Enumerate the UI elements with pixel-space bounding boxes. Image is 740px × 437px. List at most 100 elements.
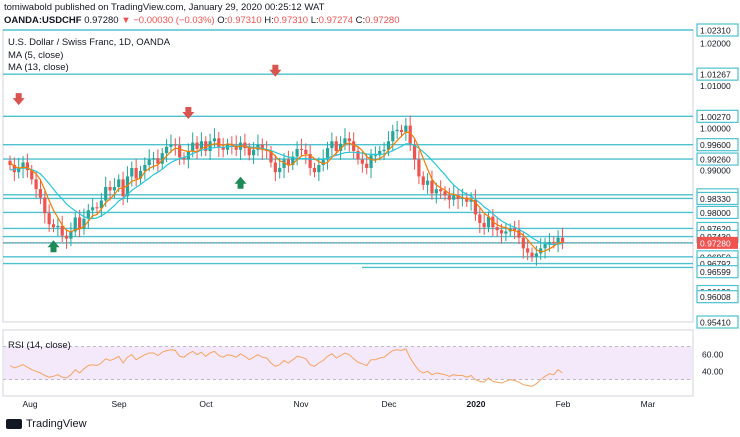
candle — [104, 176, 108, 207]
low-value: 0.97274 — [318, 15, 354, 26]
price-tag-box — [696, 191, 739, 206]
candle-body — [552, 242, 556, 244]
candle-body — [95, 207, 99, 209]
last-price: 0.97280 — [84, 15, 119, 26]
candle-body — [517, 230, 521, 238]
candle — [30, 164, 34, 185]
candle-body — [34, 179, 38, 190]
candle-body — [252, 149, 256, 156]
candle-body — [260, 144, 264, 150]
candle-body — [513, 228, 517, 231]
signal-arrows — [12, 64, 282, 253]
candle-body — [86, 210, 90, 219]
candle-body — [69, 231, 73, 239]
price-tag-box — [696, 23, 739, 37]
candle — [238, 136, 243, 160]
time-tick-label: Sep — [111, 399, 126, 409]
candle-body — [134, 167, 138, 179]
candle-body — [343, 138, 347, 144]
candle-body — [73, 217, 77, 232]
candle-body — [269, 151, 273, 163]
candle — [304, 143, 308, 165]
candle — [217, 131, 221, 157]
time-tick-label: Nov — [293, 399, 309, 409]
candle-body — [308, 153, 312, 168]
candle — [308, 145, 312, 176]
candle-body — [165, 146, 169, 154]
price-tick-label: 0.96599 — [700, 267, 731, 277]
price-tag-box — [696, 290, 739, 304]
candle-body — [217, 138, 221, 147]
candle — [143, 157, 147, 180]
candle-body — [243, 142, 247, 149]
price-tick-label: 1.01000 — [700, 81, 731, 91]
candle-body — [304, 149, 308, 154]
candle-body — [43, 197, 47, 214]
candle — [273, 154, 277, 182]
price-tag-box — [696, 138, 739, 152]
candle-body — [373, 155, 377, 157]
price-tick-label: 1.00270 — [700, 112, 731, 122]
candle-body — [125, 176, 130, 197]
candle — [286, 150, 290, 173]
tradingview-logo[interactable]: TradingView — [6, 418, 87, 430]
candle — [417, 150, 421, 185]
candle — [386, 131, 391, 157]
candle — [73, 212, 77, 237]
candle-body — [321, 159, 325, 165]
candle — [486, 211, 491, 233]
candle — [452, 185, 456, 207]
candle-body — [147, 159, 151, 165]
candle-body — [151, 158, 156, 160]
candle-body — [504, 231, 508, 234]
candle-body — [273, 162, 277, 173]
candle-body — [386, 141, 391, 150]
candle — [356, 145, 360, 165]
candle — [399, 124, 404, 138]
time-tick-label: Oct — [199, 399, 213, 409]
candle-body — [456, 195, 460, 199]
candle-body — [482, 222, 486, 228]
price-tick-label: 1.00000 — [700, 123, 731, 133]
close-label: C: — [355, 15, 366, 26]
candle — [86, 203, 90, 229]
candle-body — [556, 237, 560, 244]
candle-body — [521, 237, 525, 249]
rsi-legend: RSI (14, close) — [8, 340, 71, 351]
time-tick-label: Aug — [22, 399, 37, 409]
candle — [321, 149, 325, 172]
candle-body — [499, 230, 504, 234]
candle — [99, 192, 103, 218]
candle — [69, 222, 73, 247]
candle-body — [412, 144, 417, 160]
tradingview-icon — [6, 419, 22, 429]
candle-body — [295, 148, 299, 157]
candle — [91, 198, 95, 218]
price-tick-label: 0.98000 — [700, 208, 731, 218]
candle — [430, 170, 434, 200]
candle — [134, 159, 138, 187]
candle-body — [64, 235, 69, 239]
high-label: H: — [264, 15, 274, 26]
low-label: L: — [310, 15, 319, 26]
candle-body — [421, 176, 425, 185]
candle — [447, 187, 451, 209]
candle — [138, 165, 143, 184]
candle — [504, 222, 508, 242]
candle-body — [104, 187, 108, 201]
brand-label: TradingView — [26, 418, 87, 430]
candle — [169, 134, 173, 154]
candle — [295, 141, 299, 166]
candle — [34, 171, 38, 199]
candle-body — [99, 200, 103, 209]
candle-body — [195, 142, 199, 149]
candle — [439, 180, 443, 199]
candle-body — [543, 244, 547, 249]
price-tick-label: 0.99260 — [700, 155, 731, 165]
candle-body — [334, 141, 338, 152]
ohlc-header: OANDA:USDCHF 0.97280 ▼ −0.00030 (−0.03%)… — [4, 15, 400, 26]
legend-ma13: MA (13, close) — [8, 62, 69, 73]
candle — [130, 161, 134, 187]
up-arrow-icon — [47, 240, 60, 253]
